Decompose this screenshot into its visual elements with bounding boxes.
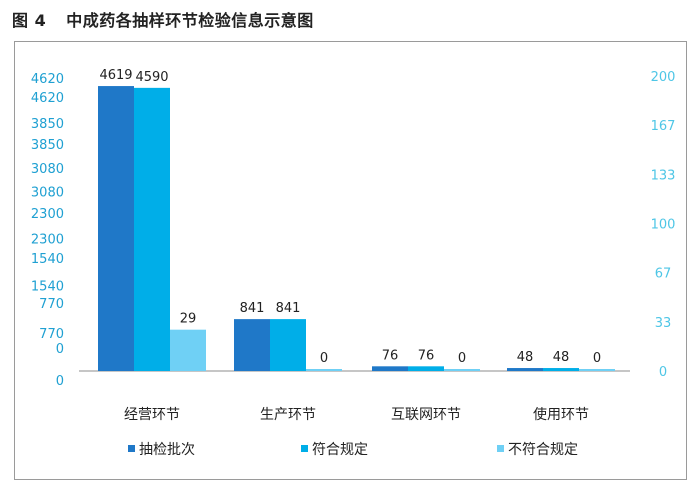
data-label: 0 — [458, 351, 466, 366]
x-tick-label: 经营环节 — [124, 407, 180, 423]
bar — [306, 369, 342, 371]
bar — [579, 369, 615, 371]
legend-swatch — [128, 445, 135, 452]
y-right-tick-label: 133 — [651, 168, 676, 183]
legend-label: 抽检批次 — [139, 442, 195, 458]
bar — [98, 86, 134, 371]
data-label: 76 — [382, 348, 399, 363]
y-left-tick-label: 0 — [56, 342, 64, 357]
y-right-tick-label: 167 — [651, 119, 676, 134]
x-tick-label: 使用环节 — [533, 406, 589, 423]
bar — [234, 319, 270, 371]
y-left-tick-label: 1540 — [31, 280, 64, 295]
x-tick-label: 生产环节 — [260, 407, 316, 423]
legend-swatch — [301, 445, 308, 452]
bar — [170, 329, 206, 371]
y-left-tick-label: 0 — [56, 374, 64, 389]
y-left-tick-label: 2300 — [31, 207, 64, 222]
y-left-tick-label: 2300 — [31, 233, 64, 248]
y-left-tick-label: 770 — [39, 327, 64, 342]
bar — [372, 366, 408, 371]
y-left-tick-label: 3080 — [31, 162, 64, 177]
y-left-tick-label: 3080 — [31, 185, 64, 200]
bar — [270, 319, 306, 371]
data-label: 4619 — [99, 68, 132, 83]
x-tick-label: 互联网环节 — [391, 407, 461, 423]
data-label: 29 — [180, 312, 197, 327]
bar — [408, 366, 444, 371]
y-left-tick-label: 3850 — [31, 138, 64, 153]
data-label: 76 — [418, 348, 435, 363]
bar — [444, 369, 480, 371]
data-label: 841 — [240, 301, 265, 316]
chart-frame — [14, 41, 687, 480]
y-left-tick-label: 4620 — [31, 72, 64, 87]
y-right-tick-label: 0 — [659, 365, 667, 380]
data-label: 48 — [517, 350, 534, 365]
legend-swatch — [497, 445, 504, 452]
bar — [507, 368, 543, 371]
data-label: 48 — [553, 350, 570, 365]
y-right-tick-label: 67 — [655, 267, 672, 282]
y-left-tick-label: 1540 — [31, 252, 64, 267]
data-label: 0 — [320, 351, 328, 366]
y-left-tick-label: 3850 — [31, 117, 64, 132]
bar — [543, 368, 579, 371]
figure-title: 图 4 中成药各抽样环节检验信息示意图 — [12, 7, 314, 31]
y-right-tick-label: 200 — [651, 70, 676, 85]
figure-label: 图 4 — [12, 11, 47, 30]
y-left-tick-label: 770 — [39, 297, 64, 312]
y-right-tick-label: 33 — [655, 316, 672, 331]
legend-label: 不符合规定 — [508, 442, 578, 458]
legend-label: 符合规定 — [312, 442, 368, 458]
data-label: 0 — [593, 351, 601, 366]
figure-name: 中成药各抽样环节检验信息示意图 — [66, 11, 314, 30]
data-label: 841 — [276, 301, 301, 316]
data-label: 4590 — [135, 70, 168, 85]
y-right-tick-label: 100 — [651, 218, 676, 233]
y-left-tick-label: 4620 — [31, 91, 64, 106]
bar — [134, 87, 170, 371]
